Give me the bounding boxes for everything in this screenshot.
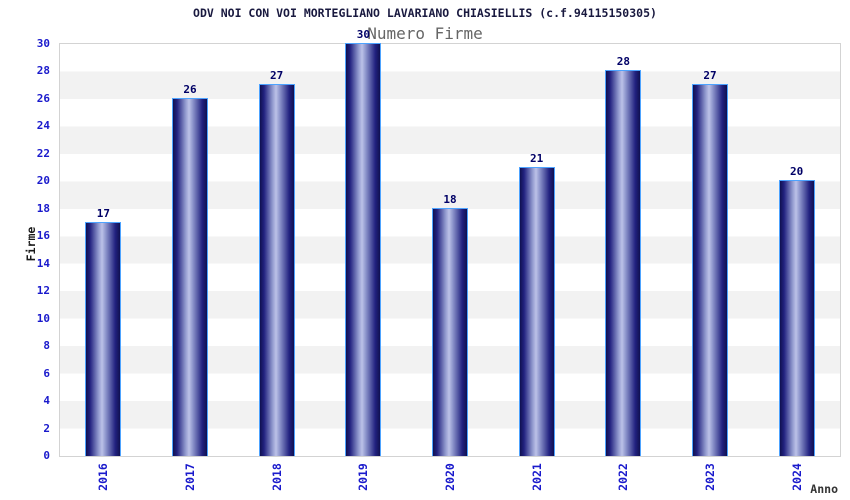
bar [258, 84, 295, 456]
bar [172, 97, 208, 456]
y-tick-label: 30 [36, 37, 50, 50]
x-tick-label: 2023 [703, 463, 717, 491]
bar-value-label: 17 [96, 206, 110, 220]
y-tick-label: 12 [36, 284, 50, 298]
bar-value-label: 18 [443, 192, 457, 206]
x-tick-label: 2021 [529, 463, 544, 491]
y-axis-label: Firme [24, 226, 38, 262]
bar [778, 180, 815, 456]
bar-value-label: 27 [703, 69, 717, 83]
bar-value-label: 20 [790, 165, 804, 179]
y-tick-label: 22 [36, 146, 50, 160]
bar [345, 43, 382, 456]
y-tick-label: 26 [36, 91, 50, 105]
x-tick-label: 2020 [443, 463, 457, 491]
x-tick-label: 2018 [269, 463, 284, 491]
bar [518, 166, 555, 456]
x-tick-label: 2022 [616, 463, 631, 491]
x-tick-label: 2016 [96, 463, 111, 491]
x-tick-label: 2019 [356, 463, 371, 491]
y-tick-label: 14 [36, 256, 50, 270]
y-tick-label: 4 [43, 394, 50, 408]
x-tick-label: 2017 [183, 463, 197, 491]
chart-title: ODV NOI CON VOI MORTEGLIANO LAVARIANO CH… [193, 6, 657, 20]
y-tick-label: 2 [43, 421, 50, 435]
plot-area: 17 26 27 30 18 21 28 27 20 [60, 28, 840, 456]
x-axis-label: Anno [810, 482, 838, 496]
bar [605, 70, 642, 456]
bar-value-label: 21 [530, 151, 544, 165]
y-tick-label: 24 [36, 119, 50, 133]
y-tick-label: 0 [43, 449, 50, 462]
bar [692, 84, 728, 456]
y-tick-label: 10 [36, 311, 50, 325]
bar-value-label: 27 [270, 69, 284, 83]
bar [85, 221, 122, 456]
bar [432, 207, 468, 456]
bar-value-label: 26 [183, 82, 197, 96]
bar-value-label: 28 [616, 55, 630, 69]
y-tick-label: 18 [36, 201, 50, 215]
bar-value-label: 30 [356, 28, 370, 41]
y-tick-label: 16 [36, 229, 50, 243]
y-tick-label: 8 [43, 339, 50, 353]
y-tick-label: 6 [43, 366, 50, 380]
y-tick-label: 28 [36, 64, 50, 78]
y-tick-label: 20 [36, 174, 50, 188]
chart-subtitle: Numero Firme [367, 24, 483, 43]
x-tick-label: 2024 [789, 463, 804, 491]
